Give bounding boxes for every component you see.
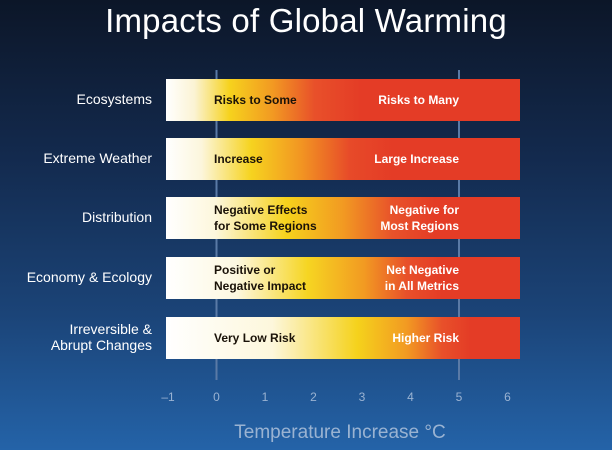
high-impact-label: Net Negative xyxy=(386,263,459,277)
impact-bar xyxy=(166,79,520,121)
x-tick-label: 5 xyxy=(456,390,463,404)
row-label: Irreversible & xyxy=(70,321,153,337)
x-tick-label: 1 xyxy=(262,390,269,404)
low-impact-label: Positive or xyxy=(214,263,276,277)
low-impact-label: Negative Effects xyxy=(214,203,308,217)
low-impact-label: Increase xyxy=(214,152,263,166)
impact-bar xyxy=(166,317,520,359)
low-impact-label: for Some Regions xyxy=(214,219,317,233)
chart-title: Impacts of Global Warming xyxy=(105,2,507,39)
low-impact-label: Risks to Some xyxy=(214,93,297,107)
impact-bar xyxy=(166,197,520,239)
row-label: Economy & Ecology xyxy=(27,269,152,285)
x-tick-label: 4 xyxy=(407,390,414,404)
high-impact-label: Risks to Many xyxy=(378,93,459,107)
x-tick-label: 2 xyxy=(310,390,317,404)
x-tick-label: 0 xyxy=(213,390,220,404)
x-axis-title: Temperature Increase °C xyxy=(234,422,445,443)
x-tick-label: –1 xyxy=(161,390,175,404)
x-tick-label: 6 xyxy=(504,390,511,404)
low-impact-label: Very Low Risk xyxy=(214,331,296,345)
high-impact-label: Higher Risk xyxy=(392,331,459,345)
row-label: Distribution xyxy=(82,209,152,225)
row-label: Abrupt Changes xyxy=(51,337,152,353)
impact-bar xyxy=(166,257,520,299)
x-tick-label: 3 xyxy=(359,390,366,404)
high-impact-label: Negative for xyxy=(390,203,460,217)
impact-bar xyxy=(166,138,520,180)
high-impact-label: in All Metrics xyxy=(385,279,460,293)
row-label: Ecosystems xyxy=(77,91,152,107)
high-impact-label: Most Regions xyxy=(380,219,459,233)
low-impact-label: Negative Impact xyxy=(214,279,306,293)
high-impact-label: Large Increase xyxy=(374,152,459,166)
row-label: Extreme Weather xyxy=(43,150,152,166)
